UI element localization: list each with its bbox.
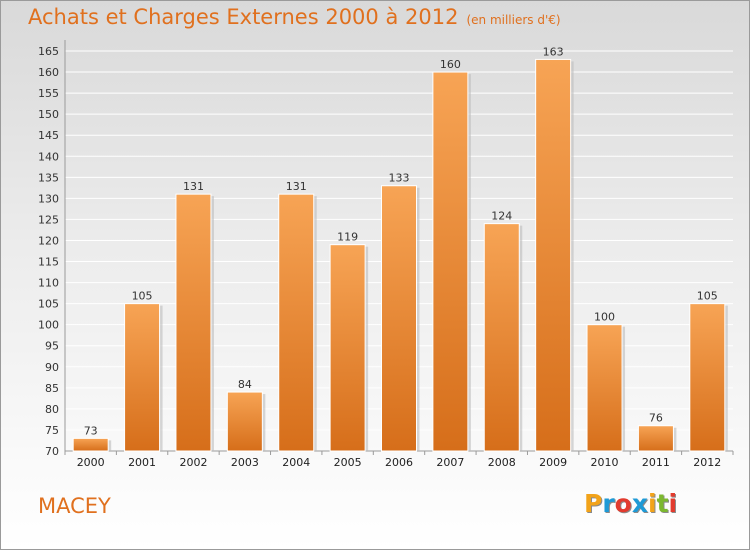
bar-2006 — [381, 185, 417, 452]
y-tick-label: 115 — [38, 256, 59, 269]
data-label-2003: 84 — [238, 378, 252, 391]
x-tick-label-2007: 2007 — [436, 456, 464, 469]
data-label-2000: 73 — [84, 424, 98, 437]
data-label-2011: 76 — [649, 412, 663, 425]
data-label-2006: 133 — [389, 172, 410, 185]
bar-2000 — [72, 437, 109, 452]
bar-2002 — [175, 193, 212, 452]
logo-letter: t — [656, 489, 669, 518]
commune-name: MACEY — [38, 494, 111, 518]
x-tick-label-2005: 2005 — [334, 456, 362, 469]
proxiti-logo: Proxiti — [584, 489, 677, 518]
bar-2005 — [329, 244, 366, 452]
bar-2009 — [535, 58, 572, 452]
x-tick-label-2008: 2008 — [488, 456, 516, 469]
y-tick-label: 125 — [38, 213, 59, 226]
x-tick-label-2004: 2004 — [282, 456, 310, 469]
y-tick-label: 85 — [45, 382, 59, 395]
bar-2012 — [689, 303, 726, 452]
y-tick-label: 70 — [45, 445, 59, 458]
data-label-2012: 105 — [697, 290, 718, 303]
y-tick-label: 110 — [38, 277, 59, 290]
bar-2004 — [278, 193, 315, 452]
logo-letter: x — [631, 489, 648, 518]
data-label-2009: 163 — [543, 45, 564, 58]
chart-subtitle: (en milliers d'€) — [466, 13, 561, 27]
bar-2010 — [586, 324, 623, 452]
chart-title: Achats et Charges Externes 2000 à 2012 (e… — [28, 5, 561, 29]
data-label-2010: 100 — [594, 311, 615, 324]
x-tick-label-2011: 2011 — [642, 456, 670, 469]
y-tick-label: 145 — [38, 129, 59, 142]
y-tick-label: 100 — [38, 319, 59, 332]
data-label-2004: 131 — [286, 180, 307, 193]
chart-title-text: Achats et Charges Externes 2000 à 2012 — [28, 5, 459, 29]
x-tick-label-2001: 2001 — [128, 456, 156, 469]
logo-letter: r — [602, 489, 615, 518]
y-tick-label: 140 — [38, 150, 59, 163]
data-label-2008: 124 — [491, 210, 512, 223]
x-tick-label-2012: 2012 — [693, 456, 721, 469]
data-label-2005: 119 — [337, 231, 358, 244]
bar-2007 — [432, 71, 469, 452]
x-tick-label-2009: 2009 — [539, 456, 567, 469]
x-tick-label-2003: 2003 — [231, 456, 259, 469]
logo-letter: i — [668, 489, 678, 518]
y-tick-label: 150 — [38, 108, 59, 121]
x-tick-label-2000: 2000 — [77, 456, 105, 469]
x-tick-label-2002: 2002 — [179, 456, 207, 469]
y-tick-label: 90 — [45, 361, 59, 374]
bar-2011 — [637, 425, 674, 452]
logo-letter: P — [584, 489, 603, 518]
y-tick-label: 105 — [38, 298, 59, 311]
data-label-2007: 160 — [440, 58, 461, 71]
y-tick-label: 155 — [38, 87, 59, 100]
bar-2003 — [226, 391, 263, 452]
data-label-2002: 131 — [183, 180, 204, 193]
y-tick-label: 95 — [45, 340, 59, 353]
y-tick-label: 75 — [45, 424, 59, 437]
logo-letter: o — [614, 489, 632, 518]
y-tick-label: 160 — [38, 66, 59, 79]
bar-2008 — [483, 223, 520, 452]
bar-2001 — [124, 303, 161, 452]
y-tick-label: 135 — [38, 171, 59, 184]
y-tick-label: 120 — [38, 234, 59, 247]
x-tick-label-2006: 2006 — [385, 456, 413, 469]
y-tick-label: 80 — [45, 403, 59, 416]
y-tick-label: 130 — [38, 192, 59, 205]
x-tick-label-2010: 2010 — [591, 456, 619, 469]
data-label-2001: 105 — [132, 290, 153, 303]
y-tick-label: 165 — [38, 45, 59, 58]
logo-letter: i — [648, 489, 657, 518]
